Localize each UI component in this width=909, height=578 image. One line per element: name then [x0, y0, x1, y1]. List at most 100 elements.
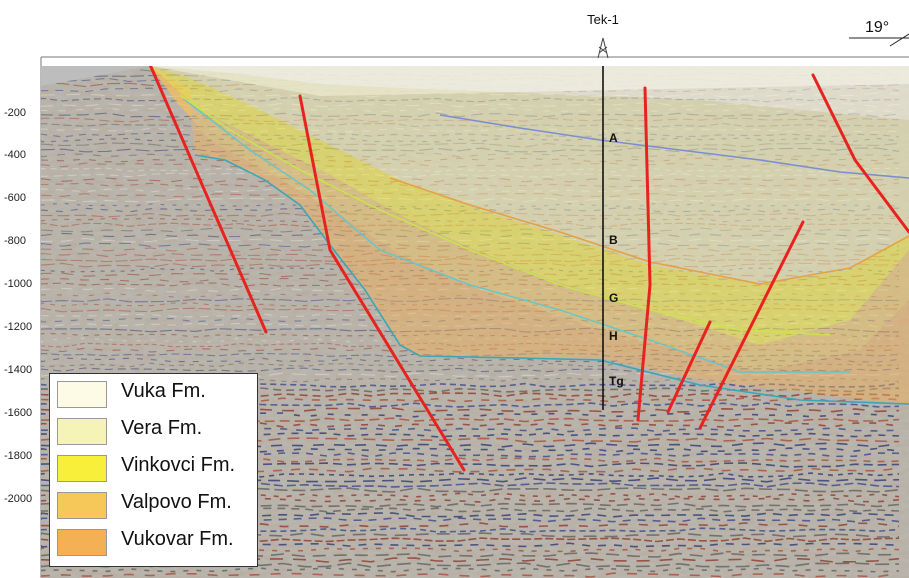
reflector-stripe: [41, 272, 900, 278]
reflector-stripe: [41, 132, 900, 138]
reflector-stripe: [41, 452, 900, 458]
reflector-stripe: [41, 247, 900, 253]
reflector-stripe: [41, 137, 900, 143]
reflector-stripe: [41, 207, 900, 213]
legend-item-vuka: Vuka Fm.: [57, 378, 255, 408]
well-label: Tek-1: [587, 12, 619, 27]
reflector-stripe: [41, 107, 900, 113]
reflector-stripe: [41, 412, 900, 418]
depth-tick-label: -800: [4, 235, 26, 247]
legend-label: Vukovar Fm.: [121, 528, 234, 550]
dip-arrow-icon: [889, 33, 909, 47]
reflector-stripe: [41, 547, 900, 553]
reflector-stripe: [41, 277, 900, 283]
reflector-stripe: [41, 282, 900, 288]
fault-line: [148, 66, 268, 334]
reflector-stripe: [41, 192, 900, 198]
reflector-stripe: [41, 232, 900, 238]
depth-tick-label: -200: [4, 107, 26, 119]
horizon-label-h: H: [609, 329, 618, 343]
reflector-stripe: [41, 112, 900, 118]
depth-tick-label: -600: [4, 192, 26, 204]
reflector-stripe: [41, 262, 900, 268]
fault-line: [666, 320, 712, 414]
legend-swatch: [57, 381, 107, 408]
vinkovci-formation-fill: [150, 66, 909, 345]
horizon-tg-line: [194, 154, 909, 405]
legend-swatch: [57, 418, 107, 445]
legend-label: Vuka Fm.: [121, 380, 206, 402]
reflector-stripe: [41, 392, 900, 398]
reflector-stripe: [41, 177, 900, 183]
reflector-stripe: [41, 387, 900, 393]
reflector-stripe: [41, 67, 900, 73]
reflector-stripe: [41, 362, 900, 368]
reflector-stripe: [41, 172, 900, 178]
reflector-stripe: [41, 187, 900, 193]
reflector-stripe: [41, 492, 900, 498]
legend-item-vinkovci: Vinkovci Fm.: [57, 452, 255, 482]
reflector-stripe: [41, 367, 900, 373]
reflector-stripe: [41, 377, 900, 383]
reflector-stripe: [41, 142, 900, 148]
horizon-label-a: A: [609, 131, 618, 145]
reflector-stripe: [41, 322, 900, 328]
dip-angle-label: 19°: [865, 19, 889, 36]
fault-line: [811, 73, 909, 234]
reflector-stripe: [41, 347, 900, 353]
legend-label: Vinkovci Fm.: [121, 454, 236, 476]
depth-tick-label: -2000: [4, 493, 32, 505]
reflector-stripe: [41, 167, 900, 173]
reflector-stripe: [41, 257, 900, 263]
reflector-stripe: [41, 357, 900, 363]
legend-label: Vera Fm.: [121, 417, 203, 439]
reflector-stripe: [41, 447, 900, 453]
reflector-stripe: [41, 252, 900, 258]
fault-line: [636, 86, 652, 422]
legend-swatch: [57, 455, 107, 482]
reflector-stripe: [41, 342, 900, 348]
vukovar-formation-fill: [150, 66, 909, 405]
reflector-stripe: [41, 122, 900, 128]
legend-item-vera: Vera Fm.: [57, 415, 255, 445]
vuka-formation-fill: [150, 66, 909, 120]
legend-swatch: [57, 492, 107, 519]
formation-legend: Vuka Fm. Vera Fm. Vinkovci Fm. Valpovo F…: [49, 373, 258, 567]
reflector-stripe: [41, 407, 900, 413]
reflector-stripe: [41, 427, 900, 433]
reflector-stripe: [41, 147, 900, 153]
well-symbol-icon: [597, 37, 609, 59]
reflector-stripe: [41, 317, 900, 323]
depth-tick-label: -1000: [4, 278, 32, 290]
horizon-a-line: [439, 114, 909, 179]
fault-line: [298, 94, 466, 472]
depth-tick-label: -400: [4, 149, 26, 161]
reflector-stripe: [41, 332, 900, 338]
reflector-stripe: [41, 507, 900, 513]
fault-lines: [148, 66, 909, 472]
reflector-stripe: [41, 567, 900, 573]
legend-item-vukovar: Vukovar Fm.: [57, 526, 255, 556]
horizon-label-b: B: [609, 233, 618, 247]
reflector-stripe: [41, 312, 900, 318]
legend-swatch: [57, 529, 107, 556]
reflector-stripe: [41, 472, 900, 478]
reflector-stripe: [41, 267, 900, 273]
depth-tick-label: -1200: [4, 321, 32, 333]
reflector-stripe: [41, 242, 900, 248]
reflector-stripe: [41, 512, 900, 518]
depth-axis: -200 -400 -600 -800 -1000 -1200 -1400 -1…: [4, 107, 32, 505]
reflector-stripe: [41, 422, 900, 428]
reflector-stripe: [41, 152, 900, 158]
reflector-stripe: [41, 542, 900, 548]
fault-line: [698, 220, 805, 430]
valpovo-formation-fill: [150, 66, 909, 372]
reflector-stripe: [41, 127, 900, 133]
reflector-stripe: [41, 487, 900, 493]
horizon-label-tg: Tg: [609, 374, 624, 388]
gap-zone: [41, 66, 150, 86]
reflector-stripe: [41, 92, 900, 98]
depth-tick-label: -1400: [4, 364, 32, 376]
reflector-stripe: [41, 182, 900, 188]
